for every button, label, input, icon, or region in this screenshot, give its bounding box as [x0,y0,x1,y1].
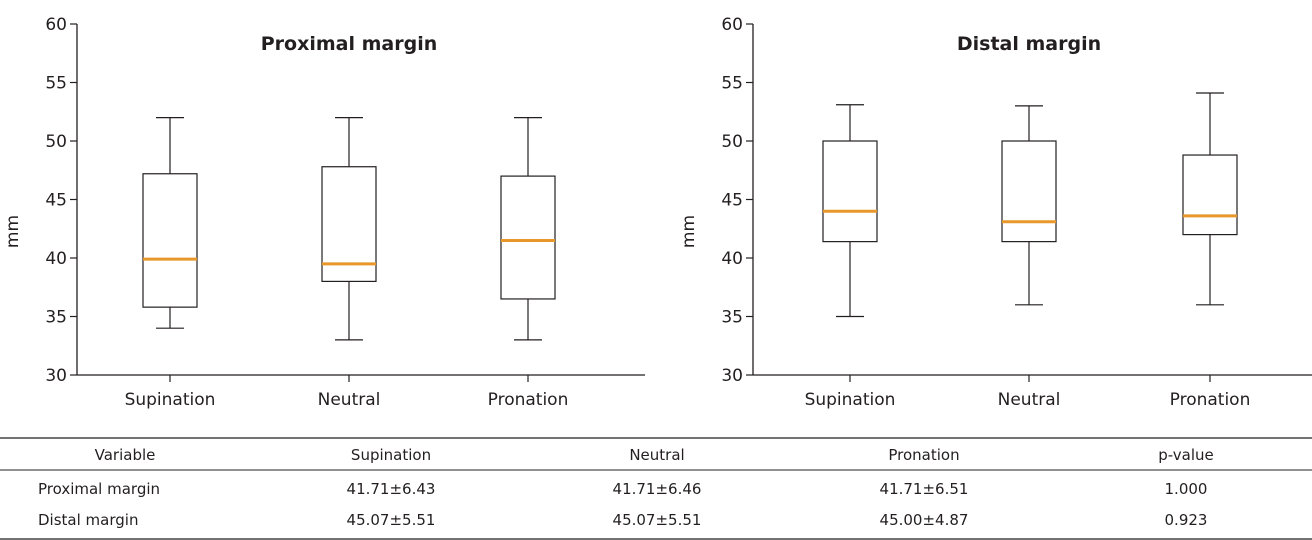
y-tick-label: 60 [721,15,743,35]
y-tick-label: 55 [721,74,743,94]
y-tick-label: 60 [45,15,67,35]
iqr-box [500,175,556,300]
box-neutral [1001,105,1057,306]
table-header-neutral: Neutral [629,446,684,464]
table-header-variable: Variable [95,446,156,464]
y-tick-label: 40 [721,249,743,269]
box-charts: 30 35 40 45 50 55 60 Supination Neutral Pronation… [3,15,1312,410]
box-chart: 30 35 40 45 50 55 60 Supination Neutral Pronation… [3,15,645,410]
summary-table: Variable Supination Neutral Pronation p-… [0,437,1312,540]
y-tick-label: 35 [721,308,743,328]
x-tick-label: Pronation [488,390,569,410]
y-tick-label: 30 [721,366,743,386]
table-cell-pronation: 45.00±4.87 [880,511,969,529]
iqr-box [1001,140,1057,243]
table-cell-supination: 41.71±6.43 [347,480,436,498]
y-axis-label: mm [3,215,23,248]
box-supination [822,104,878,318]
y-tick-label: 45 [45,191,67,211]
y-tick-label: 50 [45,132,67,152]
iqr-box [822,140,878,243]
y-tick-label: 45 [721,191,743,211]
table-row: Proximal margin 41.71±6.43 41.71±6.46 41… [38,480,1207,498]
x-tick-label: Neutral [318,390,381,410]
table-cell-pronation: 41.71±6.51 [880,480,969,498]
x-tick-label: Supination [805,390,896,410]
y-tick-label: 55 [45,74,67,94]
table-cell-supination: 45.07±5.51 [347,511,436,529]
iqr-box [142,173,198,308]
y-axis-label: mm [679,215,699,248]
iqr-box [321,166,377,283]
table-cell-variable: Distal margin [38,511,138,529]
x-tick-label: Neutral [998,390,1061,410]
table-header-pronation: Pronation [888,446,959,464]
table-cell-neutral: 41.71±6.46 [613,480,702,498]
y-tick-label: 30 [45,366,67,386]
chart-title: Distal margin [957,33,1101,55]
table-header-p-value: p-value [1158,446,1214,464]
table-cell-p-value: 0.923 [1165,511,1208,529]
box-neutral [321,116,377,341]
iqr-box [1182,154,1238,236]
x-tick-label: Supination [125,390,216,410]
chart-title: Proximal margin [261,33,438,55]
table-cell-variable: Proximal margin [38,480,160,498]
x-tick-label: Pronation [1170,390,1251,410]
table-row: Distal margin 45.07±5.51 45.07±5.51 45.0… [38,511,1207,529]
table-cell-neutral: 45.07±5.51 [613,511,702,529]
table-header-supination: Supination [351,446,431,464]
box-supination [142,116,198,329]
y-tick-label: 40 [45,249,67,269]
box-chart: 30 35 40 45 50 55 60 Supination Neutral Pronation… [679,15,1312,410]
y-tick-label: 35 [45,308,67,328]
box-pronation [1182,92,1238,306]
table-cell-p-value: 1.000 [1165,480,1208,498]
box-pronation [500,116,556,341]
y-tick-label: 50 [721,132,743,152]
